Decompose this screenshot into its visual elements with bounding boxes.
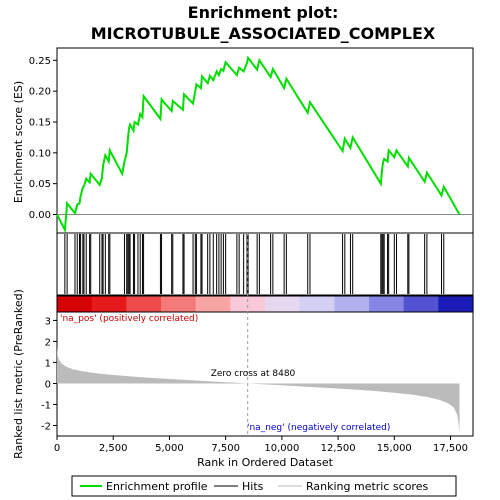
- rank-y-tick-label: 3: [45, 316, 51, 327]
- zero-cross-label: Zero cross at 8480: [211, 369, 296, 379]
- legend-label: Enrichment profile: [106, 480, 208, 493]
- es-y-tick-label: 0.20: [29, 87, 51, 98]
- color-bar-segment: [299, 296, 335, 312]
- rank-x-tick-label: 0: [54, 443, 60, 454]
- pos-label: 'na_pos' (positively correlated): [60, 314, 198, 324]
- color-bar-segment: [161, 296, 197, 312]
- rank-x-axis: 0 2,500 5,000 7,500 10,000 12,500 15,000 17,500: [54, 436, 468, 454]
- rank-x-tick-label: 17,500: [433, 443, 468, 454]
- rank-panel-frame: [56, 311, 474, 437]
- chart-title-line1: Enrichment plot:: [188, 3, 339, 22]
- color-bar-segment: [369, 296, 405, 312]
- color-bar-segment: [334, 296, 370, 312]
- rank-color-bar: [57, 296, 474, 312]
- rank-y-axis-label: Ranked list metric (PreRanked): [12, 289, 25, 459]
- hits-ticks: [64, 234, 445, 294]
- color-bar-segment: [57, 296, 93, 312]
- rank-y-axis: -2 -1 0 1 2 3: [41, 316, 57, 432]
- rank-x-tick-label: 15,000: [377, 443, 412, 454]
- rank-x-axis-label: Rank in Ordered Dataset: [197, 456, 334, 469]
- rank-y-tick-label: 0: [45, 379, 51, 390]
- es-y-axis: 0.00 0.05 0.10 0.15 0.20 0.25: [29, 56, 57, 221]
- es-y-tick-label: 0.25: [29, 56, 51, 67]
- color-bar-segment: [195, 296, 231, 312]
- ranking-metric-area: [57, 346, 460, 433]
- color-bar-segment: [438, 296, 474, 312]
- color-bar-segment: [230, 296, 266, 312]
- es-y-tick-label: 0.15: [29, 118, 51, 129]
- rank-y-tick-label: 1: [45, 358, 51, 369]
- color-bar-segment: [265, 296, 301, 312]
- es-y-tick-label: 0.05: [29, 179, 51, 190]
- legend: Enrichment profile Hits Ranking metric sco…: [80, 480, 428, 493]
- es-y-axis-label: Enrichment score (ES): [12, 81, 25, 203]
- color-bar-segment: [403, 296, 439, 312]
- es-y-tick-label: 0.10: [29, 148, 51, 159]
- legend-box: [71, 475, 457, 497]
- hits-panel-frame: [56, 232, 474, 296]
- rank-y-tick-label: -1: [41, 400, 51, 411]
- es-y-tick-label: 0.00: [29, 210, 51, 221]
- rank-x-tick-label: 10,000: [264, 443, 299, 454]
- chart-title-line2: MICROTUBULE_ASSOCIATED_COMPLEX: [91, 24, 436, 43]
- rank-x-tick-label: 5,000: [155, 443, 184, 454]
- es-panel-frame: [56, 47, 474, 234]
- neg-label: 'na_neg' (negatively correlated): [247, 423, 390, 433]
- rank-y-tick-label: 2: [45, 337, 51, 348]
- rank-y-tick-label: -2: [41, 421, 51, 432]
- rank-x-tick-label: 2,500: [99, 443, 128, 454]
- rank-x-tick-label: 7,500: [211, 443, 240, 454]
- enrichment-profile-line: [56, 55, 461, 234]
- legend-label: Ranking metric scores: [306, 480, 428, 493]
- rank-x-tick-label: 12,500: [321, 443, 356, 454]
- color-bar-segment: [91, 296, 127, 312]
- color-bar-segment: [126, 296, 162, 312]
- legend-label: Hits: [242, 480, 264, 493]
